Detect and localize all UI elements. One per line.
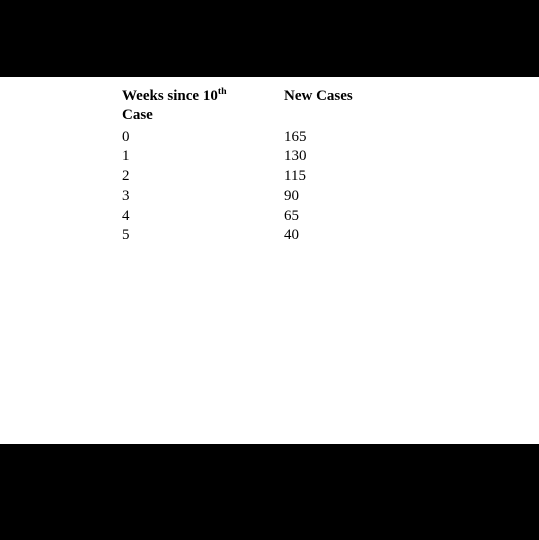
table-header-row: Weeks since 10th Case New Cases [122,87,444,128]
column-header-weeks: Weeks since 10th Case [122,87,284,128]
cell-weeks: 4 [122,207,284,227]
table-row: 3 90 [122,187,444,207]
cell-cases: 115 [284,167,444,187]
header-text-part1: Weeks since 10 [122,88,218,104]
cell-weeks: 1 [122,147,284,167]
data-table: Weeks since 10th Case New Cases 0 165 1 … [122,87,444,246]
table-row: 4 65 [122,207,444,227]
table-row: 0 165 [122,128,444,148]
cell-cases: 165 [284,128,444,148]
cell-cases: 130 [284,147,444,167]
header-text-superscript: th [218,86,227,97]
table-row: 5 40 [122,226,444,246]
cell-weeks: 3 [122,187,284,207]
header-text: New Cases [284,88,353,104]
table-row: 1 130 [122,147,444,167]
cell-cases: 90 [284,187,444,207]
cell-weeks: 0 [122,128,284,148]
cell-cases: 40 [284,226,444,246]
header-text-line2: Case [122,107,153,123]
document-page: Weeks since 10th Case New Cases 0 165 1 … [0,77,539,444]
cell-weeks: 5 [122,226,284,246]
cell-cases: 65 [284,207,444,227]
cell-weeks: 2 [122,167,284,187]
table-row: 2 115 [122,167,444,187]
column-header-cases: New Cases [284,87,444,128]
